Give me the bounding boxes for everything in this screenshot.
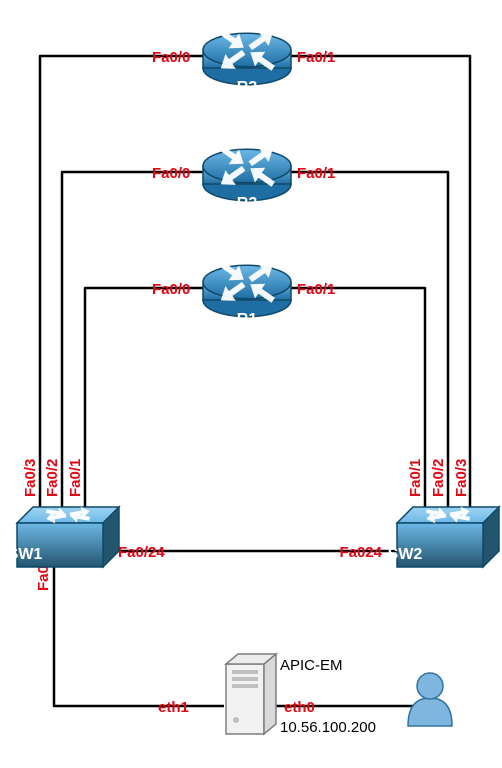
port-label: Fa0/1	[407, 459, 424, 497]
port-label: Fa0/0	[152, 281, 190, 298]
switch-sw2: SW2	[388, 505, 499, 567]
user-icon	[408, 673, 452, 726]
router-r3: R3	[203, 24, 291, 96]
router-r3-label: R3	[237, 79, 258, 96]
server-ip: 10.56.100.200	[280, 719, 376, 736]
port-label: Fa0/1	[297, 281, 335, 298]
port-label: Fa0/2	[44, 459, 61, 497]
switch-sw1-label: SW1	[8, 546, 43, 563]
port-label: Fa0/0	[152, 165, 190, 182]
port-label: eth1	[158, 699, 189, 716]
port-label: Fa0/1	[67, 459, 84, 497]
switch-sw2-label: SW2	[388, 546, 423, 563]
switch-sw1: SW1	[8, 505, 119, 567]
router-r2-label: R2	[237, 195, 258, 212]
router-r1: R1	[203, 256, 291, 328]
port-label: Fa024	[339, 544, 382, 561]
port-label: Fa0/2	[430, 459, 447, 497]
port-label: eth0	[284, 699, 315, 716]
server-label: APIC-EM	[280, 657, 343, 674]
topology-diagram: Fa0/0 Fa0/0 Fa0/0 Fa0/1 Fa0/1 Fa0/1 Fa0/3 Fa0/2…	[0, 0, 502, 768]
router-r2: R2	[203, 140, 291, 212]
port-label: Fa0/1	[297, 49, 335, 66]
router-r1-label: R1	[237, 311, 258, 328]
port-label: Fa0/24	[118, 544, 165, 561]
port-label: Fa0/3	[453, 459, 470, 497]
port-label: Fa0/3	[22, 459, 39, 497]
port-label: Fa0/1	[297, 165, 335, 182]
server-apic-em: APIC-EM 10.56.100.200	[226, 654, 376, 736]
port-label: Fa0/0	[152, 49, 190, 66]
